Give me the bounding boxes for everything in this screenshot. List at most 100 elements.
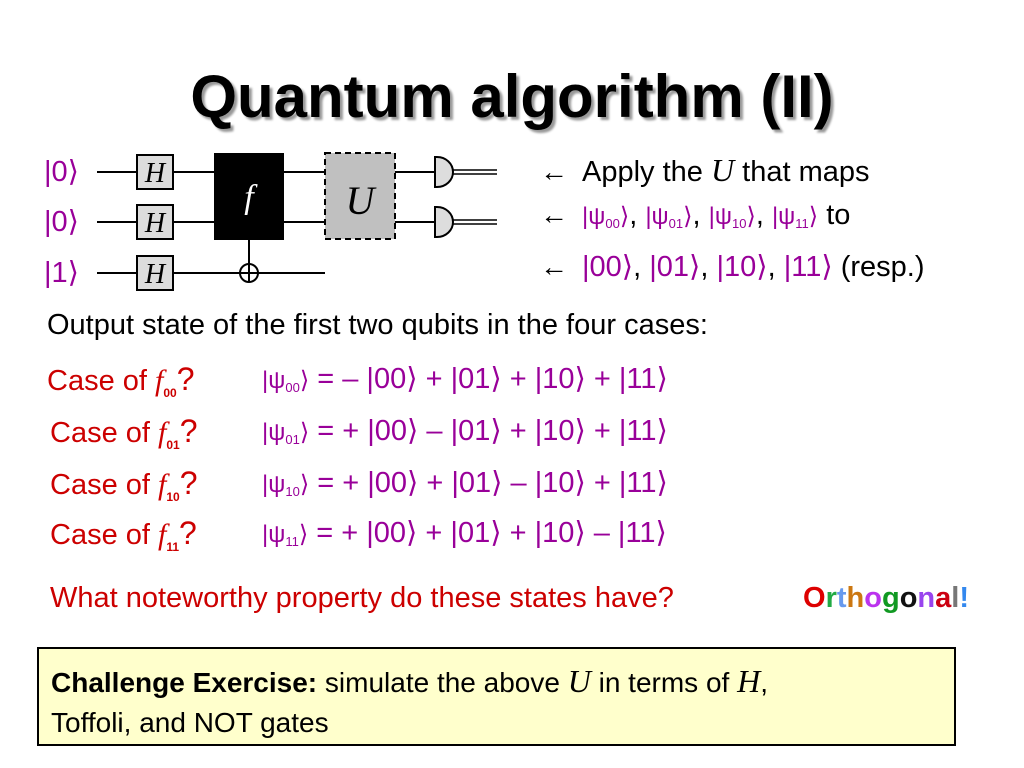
f-symbol: f <box>158 416 167 449</box>
psi-symbol: |ψ <box>262 419 286 446</box>
note-text: U <box>710 152 735 188</box>
answer-letter: h <box>846 582 865 614</box>
question-mark: ? <box>179 515 197 551</box>
unitary-gate <box>324 152 396 240</box>
question-mark: ? <box>179 465 198 501</box>
note-text: ⟩ <box>746 203 756 230</box>
note-text: |01⟩ <box>649 251 701 283</box>
answer-letter: o <box>864 582 882 614</box>
answer-letter: O <box>803 582 826 614</box>
case-text: Case of <box>50 469 158 501</box>
equation-terms: = – |00⟩ + |01⟩ + |10⟩ + |11⟩ <box>309 363 668 395</box>
f-subscript: 01 <box>166 438 180 452</box>
note-text: 01 <box>668 216 684 231</box>
answer-letter: o <box>899 582 918 614</box>
note-text: 00 <box>605 216 620 231</box>
challenge-h: H <box>737 663 761 699</box>
h-label: H <box>144 158 167 189</box>
answer-letter: g <box>881 582 900 614</box>
challenge-label: Challenge Exercise: <box>51 667 318 698</box>
arrow-left-icon: ← <box>540 156 568 187</box>
ket-close: ⟩ <box>299 419 310 446</box>
input-ket-3: |1⟩ <box>44 257 79 289</box>
note-text: , <box>755 199 772 231</box>
note-text: ⟩ <box>683 203 693 230</box>
psi-subscript: 00 <box>285 380 300 395</box>
note-text: |11⟩ <box>783 251 833 283</box>
arrow-left-icon: ← <box>540 199 568 230</box>
psi-subscript: 10 <box>285 484 300 499</box>
ket-close: ⟩ <box>299 367 310 394</box>
case-text: Case of <box>50 417 158 449</box>
note-text: |10⟩ <box>716 251 768 283</box>
ket-close: ⟩ <box>298 521 309 548</box>
state-equation: |ψ01⟩ = + |00⟩ – |01⟩ + |10⟩ + |11⟩ <box>262 413 668 448</box>
h-label: H <box>144 259 167 290</box>
question-text: What noteworthy property do these states… <box>50 582 674 614</box>
hadamard-gates: H H H <box>136 154 174 291</box>
question-mark: ? <box>176 361 195 397</box>
measurement-1-icon <box>434 156 454 188</box>
equation-terms: = + |00⟩ – |01⟩ + |10⟩ + |11⟩ <box>309 415 668 447</box>
case-label: Case of f10? <box>50 465 198 504</box>
note-text: to <box>818 199 851 231</box>
case-text: Case of <box>50 519 158 551</box>
slide-title: Quantum algorithm (II) <box>190 63 834 130</box>
psi-symbol: |ψ <box>262 367 286 394</box>
f-symbol: f <box>158 468 167 501</box>
state-equation: |ψ00⟩ = – |00⟩ + |01⟩ + |10⟩ + |11⟩ <box>262 361 668 396</box>
note-line: ← |ψ00⟩, |ψ01⟩, |ψ10⟩, |ψ11⟩ to <box>540 199 850 232</box>
psi-subscript: 11 <box>285 534 299 549</box>
psi-symbol: |ψ <box>262 521 286 548</box>
arrow-left-icon: ← <box>540 251 568 282</box>
question-mark: ? <box>179 413 198 449</box>
challenge-text: in terms of <box>590 667 738 698</box>
psi-subscript: 01 <box>285 432 300 447</box>
note-text: , <box>633 251 650 283</box>
answer-letter: ! <box>959 582 969 614</box>
note-text: |ψ <box>771 203 796 230</box>
note-line: ← |00⟩, |01⟩, |10⟩, |11⟩ (resp.) <box>540 249 925 284</box>
state-equation: |ψ10⟩ = + |00⟩ + |01⟩ – |10⟩ + |11⟩ <box>262 465 668 500</box>
equation-terms: = + |00⟩ + |01⟩ + |10⟩ – |11⟩ <box>308 517 667 549</box>
note-text: that maps <box>734 156 870 188</box>
h-gate-2 <box>136 204 174 240</box>
challenge-text: simulate the above <box>317 667 568 698</box>
measurement-2-icon <box>434 206 454 238</box>
oracle-gate <box>214 153 284 240</box>
input-ket-1: |0⟩ <box>44 156 79 188</box>
note-text: , <box>629 199 646 231</box>
f-symbol: f <box>155 364 164 397</box>
note-text: , <box>700 251 717 283</box>
h-gate-3 <box>136 255 174 291</box>
answer-letter: n <box>917 582 936 614</box>
input-ket-2: |0⟩ <box>44 206 79 238</box>
note-text: |ψ <box>708 203 732 230</box>
note-text: |ψ <box>582 203 606 230</box>
quantum-circuit: H H H f U <box>97 152 497 291</box>
answer-letter: a <box>935 582 952 614</box>
equation-terms: = + |00⟩ + |01⟩ – |10⟩ + |11⟩ <box>309 467 668 499</box>
case-label: Case of f01? <box>50 413 198 452</box>
ket-close: ⟩ <box>299 471 310 498</box>
challenge-line2: Toffoli, and NOT gates <box>51 707 329 738</box>
h-gate-1 <box>136 154 174 190</box>
challenge-box: Challenge Exercise: simulate the above U… <box>37 647 956 746</box>
f-subscript: 10 <box>166 490 180 504</box>
answer-orthogonal: Orthogonal! <box>803 582 969 615</box>
case-text: Case of <box>47 365 155 397</box>
note-text: , <box>767 251 784 283</box>
answer-letter: l <box>951 582 960 614</box>
note-text: , <box>692 199 709 231</box>
state-equation: |ψ11⟩ = + |00⟩ + |01⟩ + |10⟩ – |11⟩ <box>262 515 667 550</box>
answer-letter: t <box>836 582 847 614</box>
note-text: 11 <box>795 216 809 231</box>
unitary-label: U <box>346 178 378 223</box>
case-label: Case of f11? <box>50 515 197 554</box>
note-text: (resp.) <box>832 251 925 283</box>
note-text: |ψ <box>645 203 669 230</box>
answer-letter: r <box>825 582 837 614</box>
f-symbol: f <box>158 518 167 551</box>
psi-symbol: |ψ <box>262 471 286 498</box>
challenge-text: , <box>760 667 768 698</box>
